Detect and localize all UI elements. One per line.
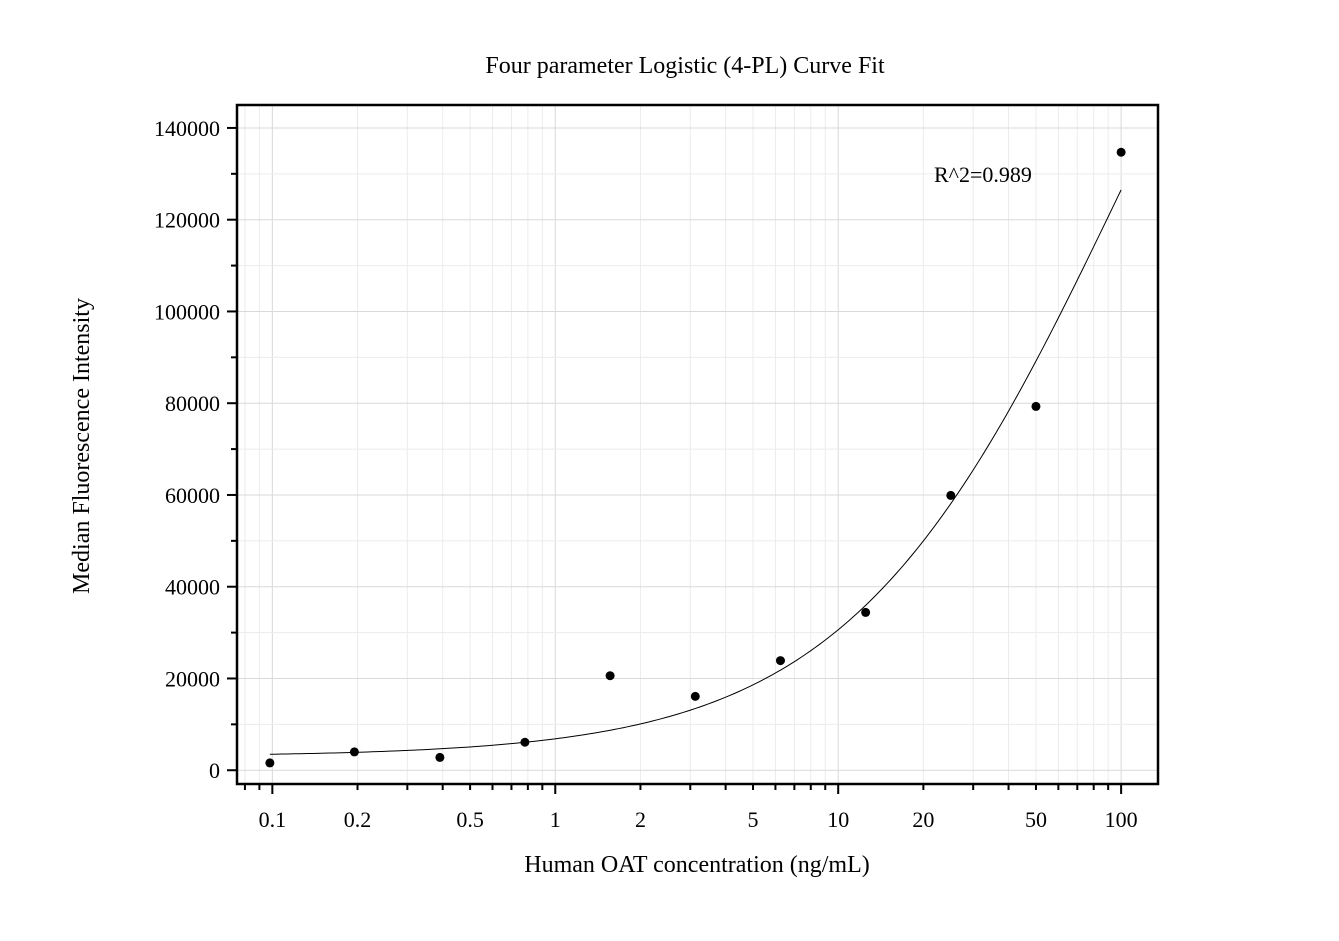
fit-curve xyxy=(269,189,1122,755)
y-tick-label: 120000 xyxy=(154,208,220,233)
data-point xyxy=(265,758,275,768)
data-point xyxy=(605,671,615,681)
y-tick-label: 140000 xyxy=(154,116,220,141)
chart-title: Four parameter Logistic (4-PL) Curve Fit xyxy=(485,53,885,79)
tick-layer xyxy=(227,126,1123,794)
grid-layer xyxy=(237,105,1158,784)
data-points xyxy=(265,147,1126,768)
y-tick-label: 100000 xyxy=(154,299,220,324)
x-tick-label: 0.5 xyxy=(456,807,484,832)
x-tick-label: 1 xyxy=(550,807,561,832)
y-tick-label: 40000 xyxy=(165,575,220,600)
y-tick-label: 60000 xyxy=(165,483,220,508)
data-point xyxy=(520,737,530,747)
x-tick-label: 0.1 xyxy=(259,807,287,832)
x-axis-label: Human OAT concentration (ng/mL) xyxy=(524,852,869,878)
x-tick-label: 5 xyxy=(748,807,759,832)
y-tick-label: 20000 xyxy=(165,666,220,691)
data-point xyxy=(1116,147,1126,157)
data-point xyxy=(1031,401,1041,411)
data-point xyxy=(349,747,359,757)
data-point xyxy=(435,752,445,762)
y-tick-label: 0 xyxy=(209,758,220,783)
y-tick-label: 80000 xyxy=(165,391,220,416)
x-tick-label: 50 xyxy=(1025,807,1047,832)
tick-labels: 0.1 0.2 0.5 1 2 5 10 20 50 100 0 20000 40000 60000 800… xyxy=(154,116,1138,832)
plot-frame xyxy=(235,103,1160,786)
x-tick-label: 10 xyxy=(827,807,849,832)
x-tick-label: 2 xyxy=(635,807,646,832)
r-squared-annotation: R^2=0.989 xyxy=(934,162,1032,187)
data-point xyxy=(946,490,956,500)
data-point xyxy=(775,656,785,666)
x-tick-label: 20 xyxy=(912,807,934,832)
x-tick-label: 0.2 xyxy=(344,807,372,832)
x-tick-label: 100 xyxy=(1105,807,1138,832)
y-axis-label: Median Fluorescence Intensity xyxy=(69,298,95,594)
data-point xyxy=(861,607,871,617)
data-point xyxy=(690,691,700,701)
